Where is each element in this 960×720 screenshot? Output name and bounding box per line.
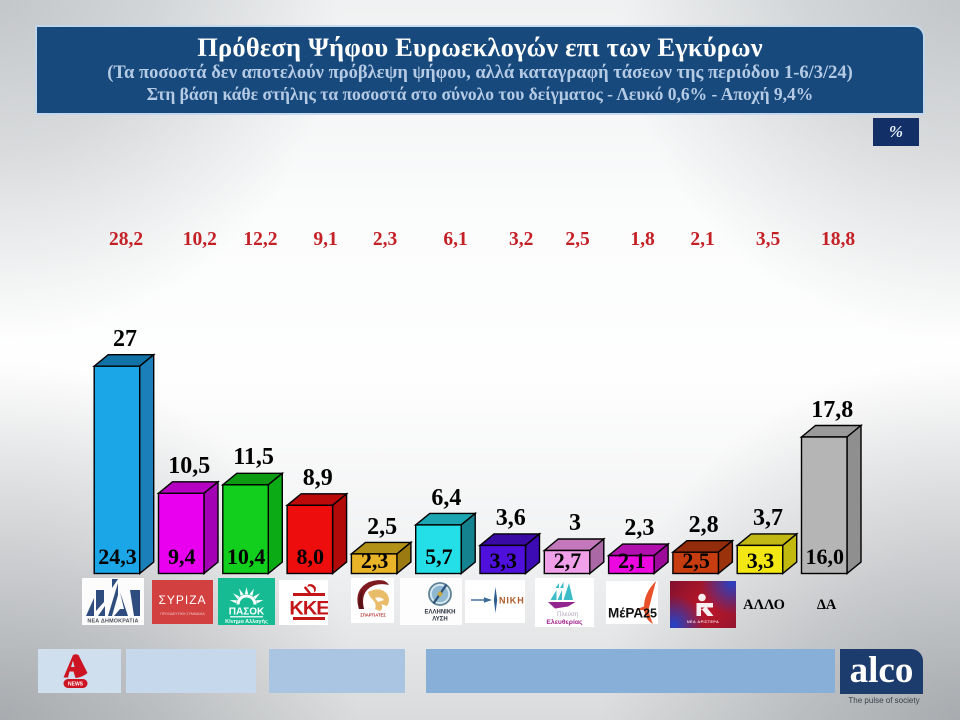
svg-text:ΣΠΑΡΤΙΑΤΕΣ: ΣΠΑΡΤΙΑΤΕΣ: [360, 613, 386, 618]
svg-text:Κίνημα Αλλαγής: Κίνημα Αλλαγής: [225, 619, 268, 625]
svg-text:ΝΕΑ ΑΡΙΣΤΕΡΑ: ΝΕΑ ΑΡΙΣΤΕΡΑ: [687, 620, 719, 624]
svg-text:ΝΕΑ ΔΗΜΟΚΡΑΤΙΑ: ΝΕΑ ΔΗΜΟΚΡΑΤΙΑ: [87, 619, 138, 625]
svg-text:ΜέΡΑ25: ΜέΡΑ25: [608, 606, 657, 621]
svg-text:ΠΑΣΟΚ: ΠΑΣΟΚ: [229, 607, 265, 618]
svg-text:ΝΙΚΗ: ΝΙΚΗ: [499, 596, 525, 606]
svg-text:ΛΥΣΗ: ΛΥΣΗ: [432, 617, 447, 623]
svg-text:Ελευθερίας: Ελευθερίας: [546, 618, 583, 626]
svg-text:Πλεύση: Πλεύση: [557, 610, 579, 618]
svg-text:NEWS: NEWS: [68, 682, 84, 688]
svg-text:ΕΛΛΗΝΙΚΗ: ΕΛΛΗΝΙΚΗ: [424, 610, 455, 616]
svg-text:KKE: KKE: [289, 598, 328, 620]
